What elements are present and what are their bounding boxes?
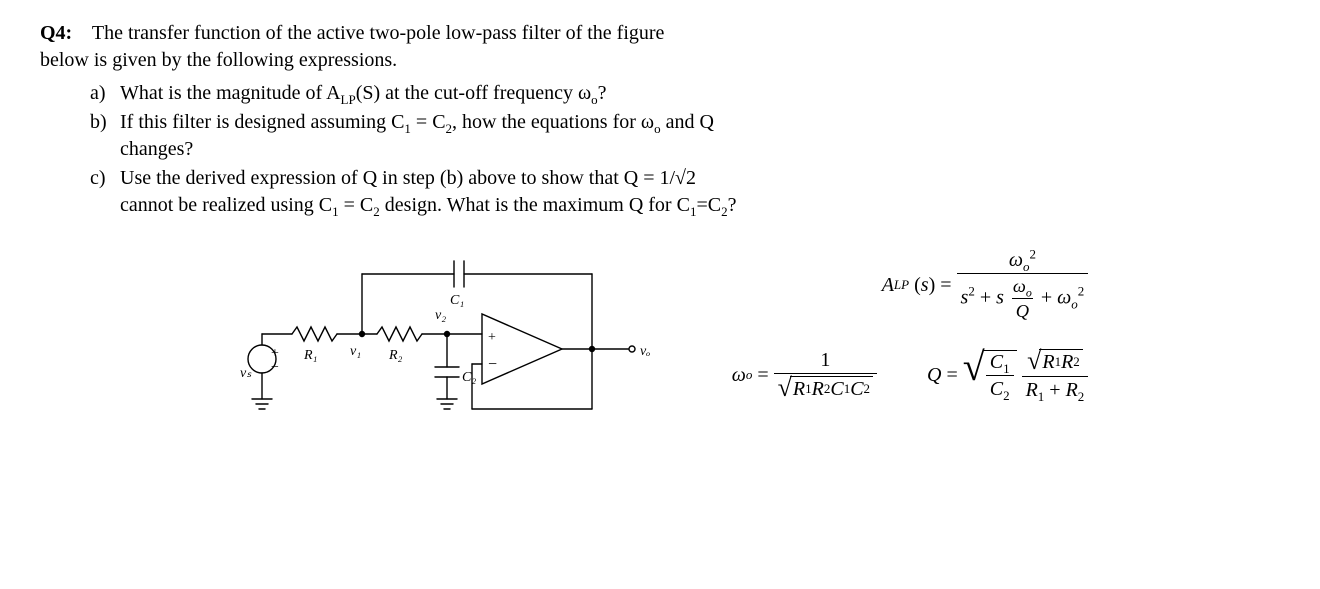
label-c1: C₁	[450, 293, 464, 308]
part-b-letter: b)	[90, 109, 120, 163]
label-vs: vₛ	[240, 366, 252, 381]
intro-line-2: below is given by the following expressi…	[40, 49, 397, 71]
label-v2: v₂	[435, 308, 446, 323]
eq-transfer: ALP (s) = ωo2 s2 + s ωo Q + ωo2	[732, 249, 1089, 321]
question-intro: Q4: The transfer function of the active …	[40, 20, 1280, 74]
label-v1: v₁	[350, 344, 361, 359]
eq-q: Q = √ C1 C2 √ R1R2	[927, 349, 1088, 401]
svg-text:+: +	[271, 346, 279, 361]
part-b: b) If this filter is designed assuming C…	[90, 109, 1280, 163]
part-c-text: Use the derived expression of Q in step …	[120, 165, 1280, 219]
intro-line-1: The transfer function of the active two-…	[92, 22, 665, 44]
svg-text:−: −	[488, 356, 497, 373]
eq-omega-q: ωo = 1 √ R1R2C1C2 Q = √	[732, 349, 1089, 401]
circuit-diagram: + − vₛ R₁ v₁ R₂	[232, 249, 672, 475]
svg-text:+: +	[488, 330, 496, 345]
circuit-svg: + − vₛ R₁ v₁ R₂	[232, 249, 672, 469]
question-label: Q4:	[40, 22, 72, 44]
part-c: c) Use the derived expression of Q in st…	[90, 165, 1280, 219]
part-a-letter: a)	[90, 80, 120, 107]
svg-text:−: −	[271, 360, 279, 375]
equations-block: ALP (s) = ωo2 s2 + s ωo Q + ωo2	[732, 249, 1089, 425]
part-b-text: If this filter is designed assuming C1 =…	[120, 109, 1280, 163]
label-vo: vₒ	[640, 344, 650, 359]
label-c2: C₂	[462, 370, 476, 385]
label-r1: R₁	[303, 348, 317, 363]
question-parts: a) What is the magnitude of ALP(S) at th…	[40, 80, 1280, 219]
part-a: a) What is the magnitude of ALP(S) at th…	[90, 80, 1280, 107]
eq-omega-o: ωo = 1 √ R1R2C1C2	[732, 349, 877, 401]
lower-row: + − vₛ R₁ v₁ R₂	[40, 249, 1280, 475]
label-r2: R₂	[388, 348, 403, 363]
part-c-letter: c)	[90, 165, 120, 219]
part-a-text: What is the magnitude of ALP(S) at the c…	[120, 80, 1280, 107]
